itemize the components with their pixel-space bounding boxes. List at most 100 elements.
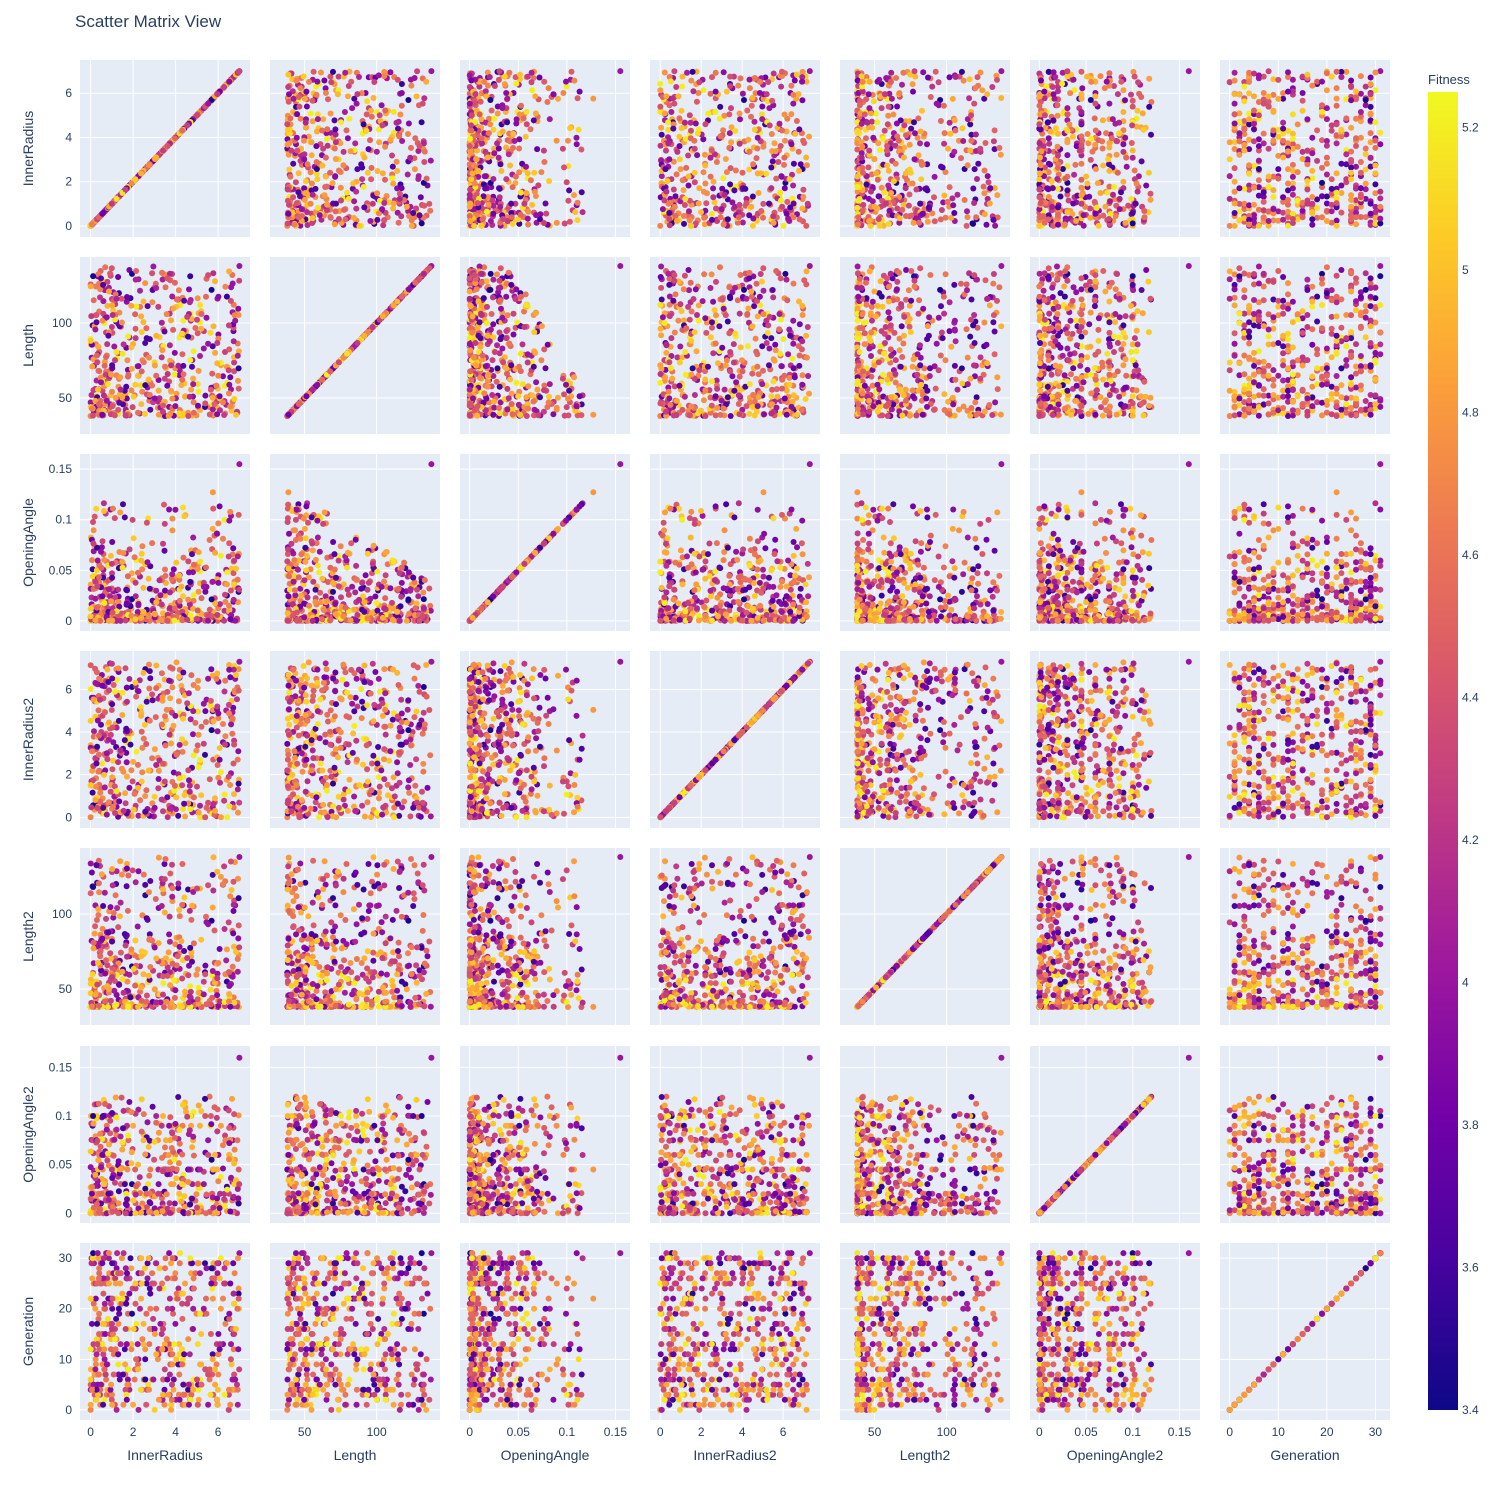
scatter-point [533, 212, 540, 219]
scatter-point [1275, 152, 1282, 159]
scatter-point [417, 194, 424, 201]
scatter-point [792, 130, 799, 137]
scatter-point [142, 382, 149, 389]
scatter-point [512, 200, 519, 207]
scatter-point [216, 393, 223, 400]
scatter-point [295, 189, 302, 196]
scatter-point [227, 403, 234, 410]
scatter-point [1036, 93, 1043, 100]
scatter-point [496, 350, 503, 357]
scatter-point [727, 181, 734, 188]
scatter-point [770, 70, 777, 77]
scatter-point [916, 219, 923, 226]
scatter-point [710, 178, 717, 185]
scatter-point [1343, 151, 1350, 158]
scatter-point [1131, 167, 1138, 174]
scatter-point [1064, 105, 1071, 112]
scatter-point [1231, 120, 1238, 127]
scatter-point [503, 176, 510, 183]
scatter-point [1289, 111, 1296, 118]
scatter-point [382, 176, 388, 183]
scatter-point [572, 209, 579, 216]
scatter-point [745, 136, 752, 143]
scatter-point [1231, 146, 1238, 152]
scatter-point [370, 95, 377, 101]
scatter-point [1094, 180, 1101, 187]
scatter-point [182, 393, 189, 400]
scatter-point [1042, 124, 1049, 131]
scatter-point [314, 381, 321, 388]
scatter-point [375, 210, 382, 217]
point-group [1036, 68, 1192, 229]
scatter-point [895, 137, 902, 144]
scatter-point [319, 162, 326, 169]
scatter-point [1357, 194, 1364, 201]
scatter-point [468, 127, 475, 134]
scatter-point [287, 115, 294, 122]
scatter-point [769, 97, 776, 104]
scatter-point [1241, 131, 1248, 137]
scatter-point [671, 68, 678, 75]
scatter-point [197, 353, 203, 359]
scatter-point [1323, 142, 1330, 149]
scatter-point [703, 190, 710, 197]
scatter-point [941, 130, 948, 137]
scatter-point [1280, 154, 1287, 161]
scatter-point [1185, 68, 1192, 75]
scatter-point [758, 208, 765, 214]
scatter-point [303, 103, 310, 110]
scatter-point [1362, 180, 1369, 187]
scatter-point [918, 176, 925, 183]
scatter-point [1052, 125, 1059, 132]
scatter-point [369, 324, 376, 330]
scatter-point [1099, 117, 1106, 124]
scatter-point [1120, 178, 1127, 185]
scatter-point [896, 215, 903, 222]
scatter-point [902, 170, 909, 177]
scatter-point [661, 69, 668, 76]
scatter-point [890, 111, 897, 118]
scatter-point [728, 139, 735, 146]
scatter-point [959, 125, 966, 132]
scatter-point [1036, 121, 1043, 128]
scatter-point [854, 127, 861, 134]
scatter-point [235, 365, 242, 372]
scatter-point [1084, 180, 1091, 187]
scatter-point [661, 197, 668, 204]
scatter-point [1353, 94, 1359, 100]
scatter-point [112, 394, 119, 401]
scatter-point [361, 332, 368, 339]
scatter-point [854, 77, 861, 84]
scatter-point [790, 182, 797, 189]
scatter-point [878, 184, 885, 191]
scatter-point [1141, 208, 1148, 214]
scatter-point [1367, 200, 1374, 207]
scatter-point [1357, 118, 1364, 125]
scatter-point [207, 386, 214, 393]
scatter-point [205, 100, 212, 107]
scatter-point [146, 354, 152, 361]
scatter-point [491, 349, 498, 355]
scatter-point [676, 115, 683, 122]
scatter-point [467, 148, 474, 155]
scatter-point [1103, 78, 1110, 85]
scatter-point [968, 112, 975, 119]
scatter-point [986, 200, 993, 207]
scatter-point [1078, 95, 1085, 101]
scatter-point [979, 87, 986, 94]
scatter-point [181, 297, 188, 304]
scatter-point [799, 74, 806, 80]
chart-title: Scatter Matrix View [75, 12, 221, 32]
scatter-point [799, 205, 806, 212]
scatter-point [309, 118, 316, 125]
scatter-point [359, 176, 366, 183]
scatter-point [314, 78, 321, 85]
scatter-point [386, 199, 392, 206]
scatter-point [236, 277, 243, 284]
scatter-point [1226, 139, 1233, 146]
scatter-point [495, 154, 502, 161]
scatter-point [1129, 147, 1136, 154]
scatter-point [387, 69, 394, 76]
scatter-point [795, 91, 802, 98]
scatter-point [1270, 107, 1277, 114]
